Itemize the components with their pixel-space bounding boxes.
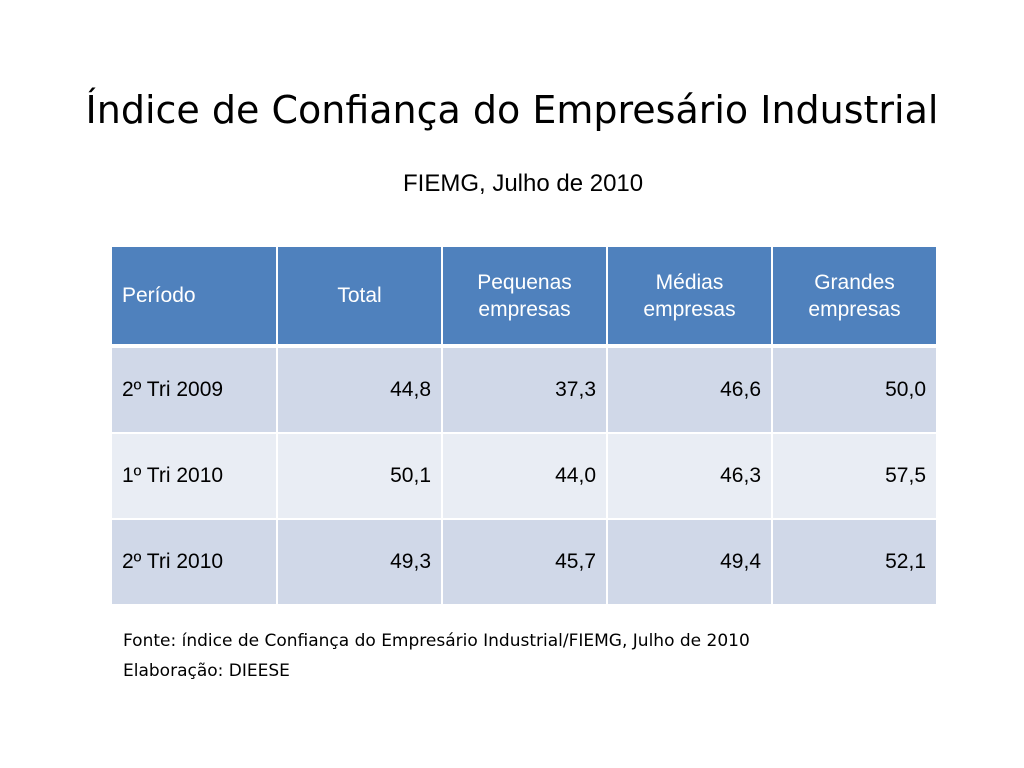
cell-medias: 46,3	[607, 433, 773, 520]
cell-grandes: 57,5	[772, 433, 936, 520]
source-note: Fonte: índice de Confiança do Empresário…	[123, 626, 750, 686]
source-line: Fonte: índice de Confiança do Empresário…	[123, 631, 750, 651]
slide-title: Índice de Confiança do Empresário Indust…	[85, 88, 939, 132]
data-table: Período Total Pequenas empresas Médias e…	[112, 247, 936, 606]
cell-medias: 46,6	[607, 346, 773, 434]
header-total: Total	[277, 247, 443, 348]
header-medias-empresas: Médias empresas	[607, 247, 773, 348]
header-grandes-empresas: Grandes empresas	[772, 247, 936, 348]
cell-grandes: 50,0	[772, 346, 936, 434]
cell-pequenas: 45,7	[442, 519, 608, 606]
cell-total: 49,3	[277, 519, 443, 606]
table-row: 2º Tri 2010 49,3 45,7 49,4 52,1	[112, 519, 936, 606]
cell-periodo: 1º Tri 2010	[112, 433, 278, 520]
table-row: 2º Tri 2009 44,8 37,3 46,6 50,0	[112, 346, 936, 434]
credit-line: Elaboração: DIEESE	[123, 661, 290, 681]
cell-pequenas: 37,3	[442, 346, 608, 434]
header-periodo: Período	[112, 247, 278, 348]
cell-grandes: 52,1	[772, 519, 936, 606]
cell-total: 44,8	[277, 346, 443, 434]
cell-medias: 49,4	[607, 519, 773, 606]
table-row: 1º Tri 2010 50,1 44,0 46,3 57,5	[112, 433, 936, 520]
cell-periodo: 2º Tri 2010	[112, 519, 278, 606]
cell-total: 50,1	[277, 433, 443, 520]
slide-subtitle: FIEMG, Julho de 2010	[403, 170, 644, 197]
cell-pequenas: 44,0	[442, 433, 608, 520]
table-header-row: Período Total Pequenas empresas Médias e…	[112, 247, 936, 348]
header-pequenas-empresas: Pequenas empresas	[442, 247, 608, 348]
cell-periodo: 2º Tri 2009	[112, 346, 278, 434]
